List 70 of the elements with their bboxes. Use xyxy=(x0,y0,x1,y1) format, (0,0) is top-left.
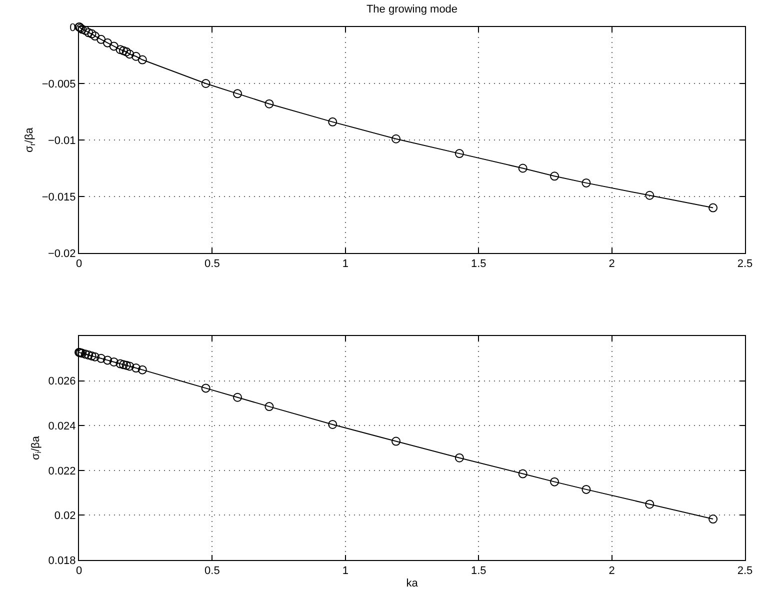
point xyxy=(201,384,210,393)
point xyxy=(201,79,210,88)
point xyxy=(90,32,100,41)
point xyxy=(103,356,112,365)
point xyxy=(132,52,141,61)
point xyxy=(132,364,141,373)
point xyxy=(125,50,134,59)
x-tick-label: 1 xyxy=(342,565,348,578)
chart-title: The growing mode xyxy=(366,3,458,16)
point xyxy=(138,55,147,64)
x-tick-label: 0.5 xyxy=(204,565,220,578)
point xyxy=(109,357,118,366)
point xyxy=(138,365,147,374)
point xyxy=(122,360,131,370)
point xyxy=(645,500,654,509)
point xyxy=(264,402,274,412)
point xyxy=(550,477,560,486)
point xyxy=(118,46,128,56)
point xyxy=(80,350,90,359)
y-tick-label: 0.02 xyxy=(54,510,76,522)
point xyxy=(708,203,718,212)
point xyxy=(109,42,118,51)
y-tick-label: 0.022 xyxy=(48,465,76,478)
x-tick-label: 2 xyxy=(608,565,615,578)
point xyxy=(392,134,401,144)
x-tick-label: 1.5 xyxy=(470,565,486,578)
point xyxy=(264,99,274,108)
x-axis-title: ka xyxy=(406,577,419,590)
point xyxy=(96,34,106,44)
point xyxy=(80,26,90,35)
point xyxy=(550,172,560,181)
point xyxy=(454,453,464,462)
point xyxy=(84,350,94,360)
point xyxy=(103,38,112,48)
x-tick-label: 2.5 xyxy=(737,565,753,578)
point xyxy=(582,484,591,494)
x-tick-label: 2 xyxy=(608,258,615,270)
point xyxy=(645,190,654,200)
y-tick-label: −0.02 xyxy=(48,248,76,260)
point xyxy=(328,117,338,126)
y-tick-label: 0.026 xyxy=(48,376,76,388)
y-tick-label: −0.015 xyxy=(42,191,76,204)
point xyxy=(328,420,338,429)
point xyxy=(96,354,106,363)
point xyxy=(518,164,528,173)
y-tick-label: 0 xyxy=(70,22,76,34)
point xyxy=(454,149,464,158)
point xyxy=(116,359,125,368)
x-tick-label: 1 xyxy=(342,258,348,270)
point xyxy=(233,392,242,402)
y-tick-label: 0.024 xyxy=(48,420,76,432)
point xyxy=(233,89,242,98)
point xyxy=(582,178,591,188)
point xyxy=(122,47,131,56)
y-tick-label: −0.005 xyxy=(42,78,76,90)
point xyxy=(392,436,401,446)
point xyxy=(518,469,528,478)
x-tick-label: 0.5 xyxy=(204,258,220,270)
point xyxy=(90,352,100,362)
y-tick-label: −0.01 xyxy=(48,134,76,147)
point xyxy=(118,360,128,370)
x-tick-label: 2.5 xyxy=(737,258,753,270)
point xyxy=(87,351,96,360)
point xyxy=(84,28,94,38)
x-tick-label: 1.5 xyxy=(470,258,486,270)
point xyxy=(116,45,125,54)
point xyxy=(125,362,134,371)
y-tick-label: 0.018 xyxy=(48,554,76,567)
point xyxy=(708,514,718,524)
point xyxy=(87,29,96,38)
